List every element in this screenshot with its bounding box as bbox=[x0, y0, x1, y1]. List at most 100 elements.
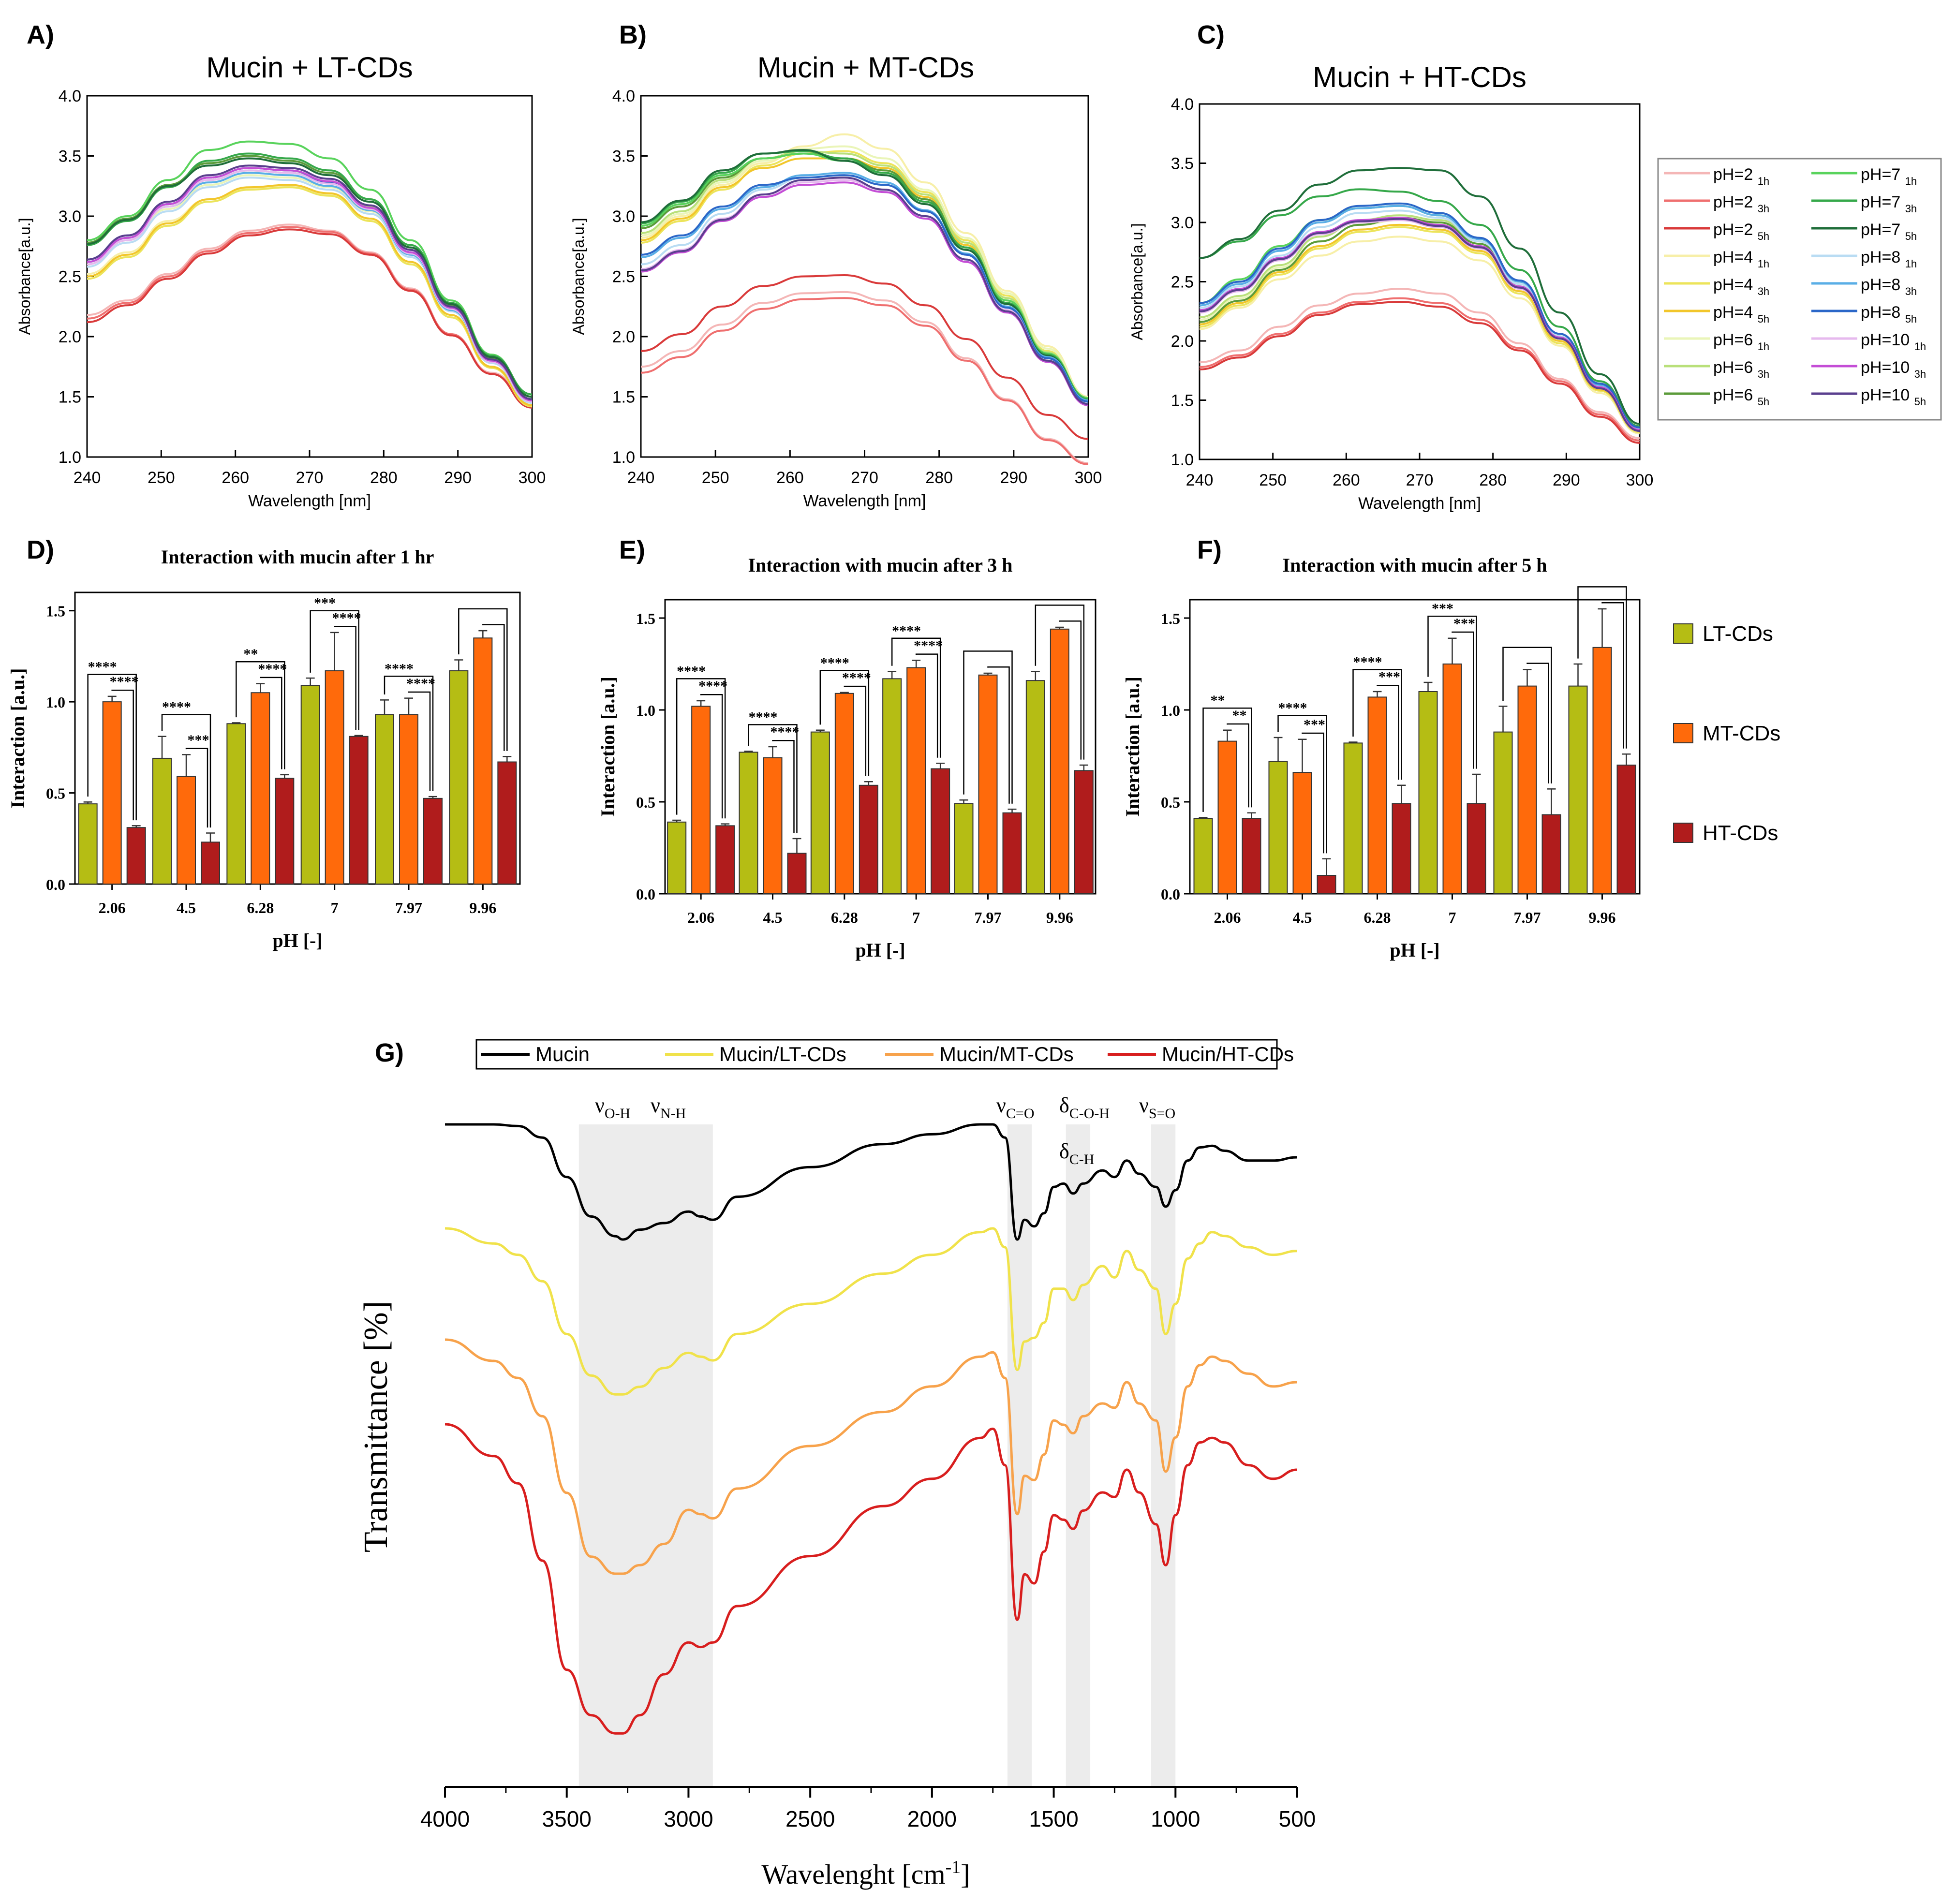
x-tick-label: 6.28 bbox=[247, 899, 274, 916]
significance-stars: **** bbox=[914, 638, 943, 654]
bar-LT-CDs bbox=[1025, 680, 1045, 894]
y-tick-label: 3.5 bbox=[1171, 155, 1194, 173]
series-line-pH-6-3h bbox=[1199, 214, 1640, 430]
band-label-subscript: C-H bbox=[1069, 1151, 1095, 1167]
bar-HT-CDs bbox=[931, 768, 950, 894]
panel-g-ftir: G) Mucin Mucin/LT-CDs Mucin/MT-CDs Mucin/HT-… bbox=[357, 1038, 1316, 1890]
plot-frame bbox=[74, 591, 521, 885]
series-line-pH-8-1h bbox=[1199, 209, 1640, 430]
plot-frame bbox=[640, 95, 1089, 458]
bar-MT-CDs bbox=[691, 706, 711, 895]
legend-subscript: 3h bbox=[1758, 285, 1769, 297]
significance-stars: **** bbox=[88, 659, 117, 675]
series-line-pH-4-3h bbox=[1199, 226, 1640, 433]
x-tick-label: 290 bbox=[1553, 471, 1580, 489]
significance-bracket bbox=[334, 626, 356, 730]
series-line-pH-2-5h bbox=[1199, 301, 1640, 444]
x-tick-label: 9.96 bbox=[469, 899, 496, 916]
x-tick-label: 270 bbox=[1406, 471, 1434, 489]
y-tick-label: 0.5 bbox=[636, 794, 655, 811]
significance-stars: **** bbox=[820, 655, 849, 671]
legend-label: pH=8 1h bbox=[1861, 248, 1917, 270]
band-label: νN-H bbox=[651, 1093, 686, 1122]
y-tick-label: 3.0 bbox=[1171, 214, 1194, 232]
band-label: νO-H bbox=[595, 1093, 630, 1122]
chart-title: Mucin + LT-CDs bbox=[206, 51, 413, 84]
x-tick-label: 260 bbox=[776, 469, 804, 487]
x-tick-label: 2.06 bbox=[99, 899, 126, 916]
bar-LT-CDs bbox=[1418, 691, 1438, 894]
significance-stars: ** bbox=[1211, 693, 1225, 708]
x-tick-label: 9.96 bbox=[1589, 909, 1616, 926]
y-tick-label: 2.0 bbox=[1171, 332, 1194, 351]
bar-MT-CDs bbox=[102, 701, 122, 885]
legend-subscript: 1h bbox=[1758, 175, 1769, 187]
y-tick-label: 1.0 bbox=[46, 694, 65, 711]
x-tick-label: 7.97 bbox=[975, 909, 1002, 926]
series-line-pH-2-3h bbox=[1199, 297, 1640, 442]
x-tick-label: 7 bbox=[912, 909, 920, 926]
bar-MT-CDs bbox=[834, 693, 854, 895]
x-axis-label: Wavelength [nm] bbox=[1358, 494, 1481, 513]
significance-stars: *** bbox=[1304, 717, 1325, 733]
bar-MT-CDs bbox=[1517, 685, 1537, 894]
bar-HT-CDs bbox=[275, 778, 295, 885]
x-tick-label: 2.06 bbox=[1214, 909, 1241, 926]
series-line-pH-10-5h bbox=[87, 164, 533, 400]
x-axis-label: pH [-] bbox=[1390, 939, 1439, 961]
y-tick-label: 0.5 bbox=[1161, 794, 1180, 811]
legend-label: Mucin/LT-CDs bbox=[719, 1043, 846, 1065]
x-tick-label: 250 bbox=[702, 469, 729, 487]
x-axis-label: Wavelength [nm] bbox=[248, 492, 371, 510]
legend-subscript: 3h bbox=[1758, 203, 1769, 215]
x-tick-label: 7 bbox=[1449, 909, 1456, 926]
significance-bracket bbox=[1452, 631, 1474, 769]
significance-bracket bbox=[458, 608, 508, 751]
y-axis-label: Absorbance[a.u.] bbox=[1128, 223, 1146, 340]
legend-subscript: 1h bbox=[1758, 340, 1769, 353]
significance-stars: ** bbox=[243, 646, 258, 662]
significance-bracket bbox=[87, 674, 137, 821]
y-tick-label: 2.0 bbox=[612, 328, 635, 346]
x-axis-label: Wavelenght [cm-1] bbox=[761, 1857, 970, 1890]
bar-LT-CDs bbox=[810, 731, 830, 894]
significance-bracket bbox=[111, 689, 134, 821]
x-tick-label: 260 bbox=[1333, 471, 1360, 489]
bar-MT-CDs bbox=[1367, 696, 1387, 895]
significance-stars: ** bbox=[1232, 708, 1247, 723]
significance-bracket bbox=[482, 624, 505, 751]
bar-LT-CDs bbox=[1343, 742, 1363, 895]
x-tick-label: 280 bbox=[370, 469, 398, 487]
legend-subscript: 5h bbox=[1758, 396, 1769, 408]
significance-bracket bbox=[700, 694, 723, 819]
legend-subscript: 5h bbox=[1758, 313, 1769, 325]
significance-bracket bbox=[963, 650, 1013, 804]
series-line-pH-7-5h bbox=[1199, 167, 1640, 425]
y-tick-label: 1.5 bbox=[46, 603, 65, 620]
plot-frame bbox=[664, 599, 1097, 895]
significance-stars: **** bbox=[842, 670, 871, 686]
x-tick-label: 4.5 bbox=[1293, 909, 1312, 926]
series-line-pH-2-3h bbox=[640, 297, 1089, 465]
y-axis-label: Interaction [a.u.] bbox=[597, 677, 619, 817]
band-label-subscript: C-O-H bbox=[1069, 1106, 1110, 1122]
bar-LT-CDs bbox=[78, 803, 98, 885]
significance-bracket bbox=[748, 724, 798, 833]
panel-letter: F) bbox=[1197, 535, 1222, 564]
x-tick-label: 290 bbox=[1000, 469, 1027, 487]
x-tick-label: 1000 bbox=[1151, 1806, 1200, 1831]
x-tick-label: 500 bbox=[1279, 1806, 1316, 1831]
significance-stars: **** bbox=[749, 709, 778, 725]
significance-bracket bbox=[1502, 647, 1552, 783]
y-tick-label: 4.0 bbox=[612, 87, 635, 105]
x-tick-label: 240 bbox=[1186, 471, 1214, 489]
legend-label: Mucin bbox=[535, 1043, 590, 1065]
significance-bracket bbox=[408, 691, 431, 791]
y-tick-label: 1.0 bbox=[1161, 702, 1180, 719]
bar-MT-CDs bbox=[1292, 772, 1312, 894]
panel-d-interaction-1h: D) Interaction with mucin after 1 hr 0.0 0.… bbox=[7, 535, 521, 951]
y-tick-label: 1.5 bbox=[636, 610, 655, 627]
band-label-subscript: S=O bbox=[1149, 1106, 1175, 1122]
panel-letter: E) bbox=[619, 535, 645, 564]
